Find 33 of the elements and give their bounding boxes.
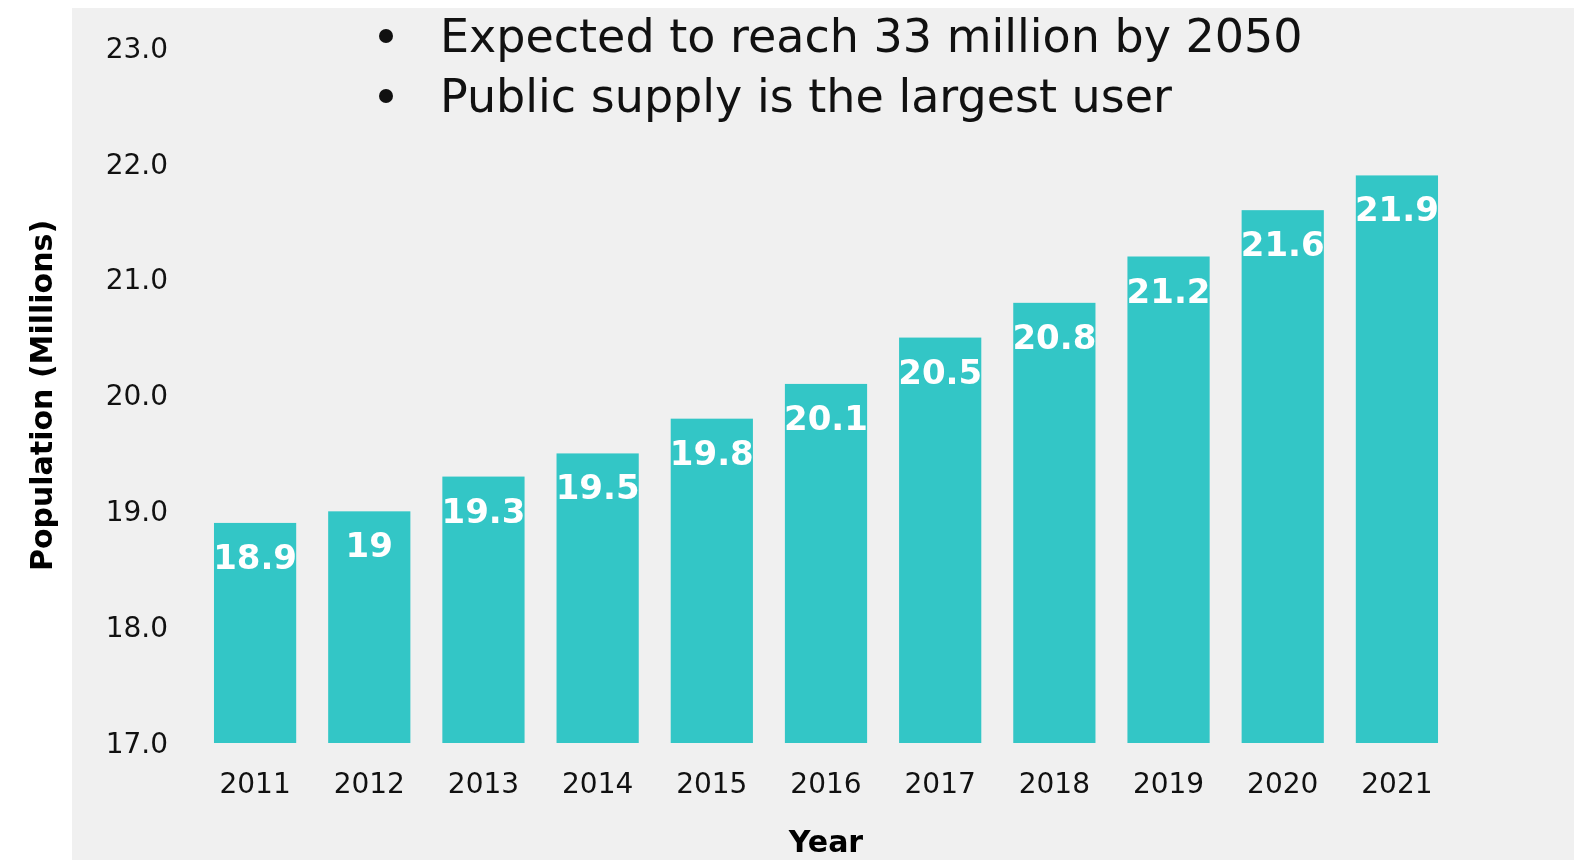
annotation: Expected to reach 33 million by 2050 [440,9,1303,63]
x-tick-label: 2013 [447,767,520,800]
data-label: 19.3 [441,490,526,531]
y-tick-label: 19.0 [105,495,168,529]
x-tick-label: 2017 [904,767,976,800]
annotation: Public supply is the largest user [440,69,1172,123]
data-label: 21.6 [1240,224,1325,265]
x-axis-title: Year [787,824,864,859]
data-label: 20.1 [784,397,868,438]
y-tick-label: 18.0 [105,610,168,644]
x-tick-label: 2018 [1018,767,1090,800]
x-tick-label: 2012 [333,767,405,800]
data-label: 19 [345,525,393,566]
x-tick-label: 2016 [790,767,862,800]
y-tick-label: 22.0 [105,147,168,181]
y-tick-label: 20.0 [105,379,168,413]
x-tick-label: 2021 [1361,767,1433,800]
y-tick-label: 23.0 [105,31,168,65]
x-tick-label: 2014 [562,767,634,800]
data-label: 20.8 [1012,316,1097,357]
data-label: 20.5 [898,351,983,392]
data-label: 21.2 [1126,270,1211,311]
x-tick-label: 2015 [676,767,748,800]
x-tick-label: 2019 [1132,767,1205,800]
data-label: 18.9 [213,536,298,577]
y-axis-title: Population (Millions) [24,219,59,572]
data-label: 19.5 [555,467,640,508]
data-label: 21.9 [1354,189,1439,230]
x-tick-label: 2011 [219,767,291,800]
y-tick-label: 21.0 [105,263,168,297]
x-tick-label: 2020 [1247,767,1319,800]
y-tick-label: 17.0 [105,726,168,760]
data-label: 19.8 [669,432,754,473]
